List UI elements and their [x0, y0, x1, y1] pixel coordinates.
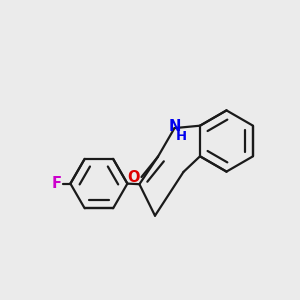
- Text: F: F: [51, 176, 61, 191]
- Text: H: H: [176, 130, 187, 143]
- Text: O: O: [128, 169, 140, 184]
- Text: N: N: [168, 119, 181, 134]
